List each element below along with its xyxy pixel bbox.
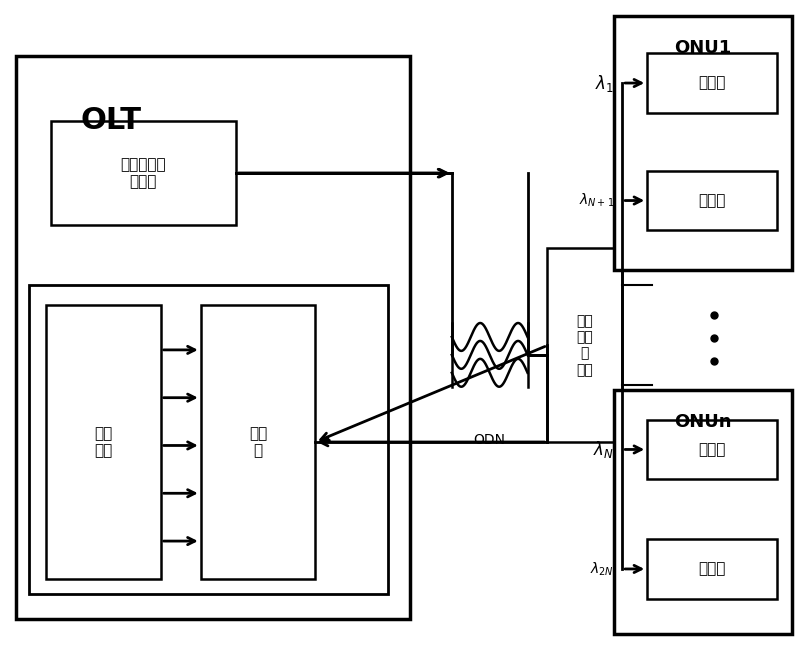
Text: ODN: ODN [474, 432, 506, 447]
Bar [647, 53, 777, 113]
Text: $\lambda_1$: $\lambda_1$ [595, 73, 614, 94]
Text: 接收机: 接收机 [698, 193, 726, 208]
Text: $\lambda_{2N}$: $\lambda_{2N}$ [590, 560, 614, 578]
Text: OLT: OLT [81, 107, 142, 135]
Bar [201, 305, 315, 579]
Text: 多波长光源
发射机: 多波长光源 发射机 [121, 157, 166, 189]
Bar [647, 539, 777, 599]
Text: 接收
阵列: 接收 阵列 [94, 426, 113, 458]
Bar [647, 171, 777, 230]
Text: ONU1: ONU1 [674, 39, 731, 57]
Bar [547, 248, 622, 443]
Bar [51, 121, 235, 226]
Bar [647, 420, 777, 479]
Text: 接收机: 接收机 [698, 562, 726, 577]
Text: 解复
用: 解复 用 [249, 426, 267, 458]
Text: ONUn: ONUn [674, 413, 732, 430]
Bar [614, 390, 792, 634]
Text: $\lambda_{N+1}$: $\lambda_{N+1}$ [579, 192, 614, 209]
Text: 发射机: 发射机 [698, 442, 726, 457]
Bar [30, 285, 388, 594]
Bar [614, 16, 792, 270]
Text: 发射机: 发射机 [698, 75, 726, 90]
Text: 波分
复用
解
复用: 波分 复用 解 复用 [577, 314, 594, 377]
Text: $\lambda_N$: $\lambda_N$ [594, 439, 614, 460]
Bar [46, 305, 161, 579]
Bar [16, 56, 410, 619]
